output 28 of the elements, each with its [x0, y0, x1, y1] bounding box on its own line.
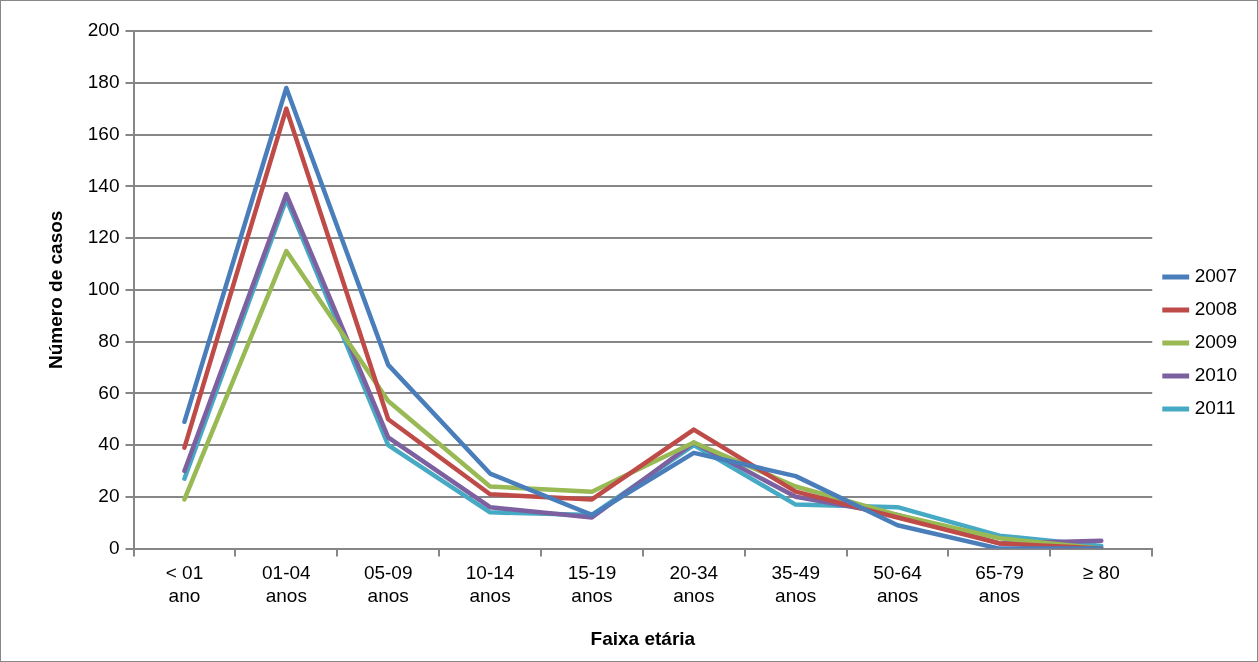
y-tick-label: 140 — [87, 174, 120, 196]
legend-label: 2008 — [1194, 298, 1238, 320]
x-tick-label: 65-79 anos — [975, 562, 1024, 607]
x-tick-label: 15-19 anos — [567, 562, 617, 607]
x-tick-label: 20-34 anos — [669, 562, 719, 607]
y-tick-label: 20 — [98, 485, 120, 507]
legend-label: 2010 — [1194, 364, 1238, 386]
x-tick-label: ≥ 80 — [1082, 562, 1120, 584]
y-axis-title: Número de casos — [44, 210, 66, 369]
y-tick-label: 0 — [108, 536, 120, 558]
y-tick-label: 120 — [87, 226, 120, 248]
y-tick-label: 200 — [87, 19, 120, 41]
y-tick-label: 40 — [98, 433, 120, 455]
legend-label: 2007 — [1194, 265, 1238, 287]
x-tick-label: 05-09 anos — [363, 562, 413, 607]
x-axis-title: Faixa etária — [590, 627, 696, 649]
x-tick-label: 10-14 anos — [465, 562, 515, 607]
y-tick-label: 180 — [87, 70, 120, 92]
legend-label: 2011 — [1194, 397, 1236, 419]
legend-label: 2009 — [1194, 331, 1238, 353]
x-tick-label: 35-49 anos — [771, 562, 820, 607]
x-tick-label: < 01 ano — [165, 562, 204, 607]
x-tick-label: 01-04 anos — [262, 562, 312, 607]
x-tick-label: 50-64 anos — [873, 562, 923, 607]
y-tick-label: 60 — [98, 381, 120, 403]
y-tick-label: 160 — [87, 122, 120, 144]
y-tick-label: 100 — [87, 278, 120, 300]
y-tick-label: 80 — [98, 329, 120, 351]
